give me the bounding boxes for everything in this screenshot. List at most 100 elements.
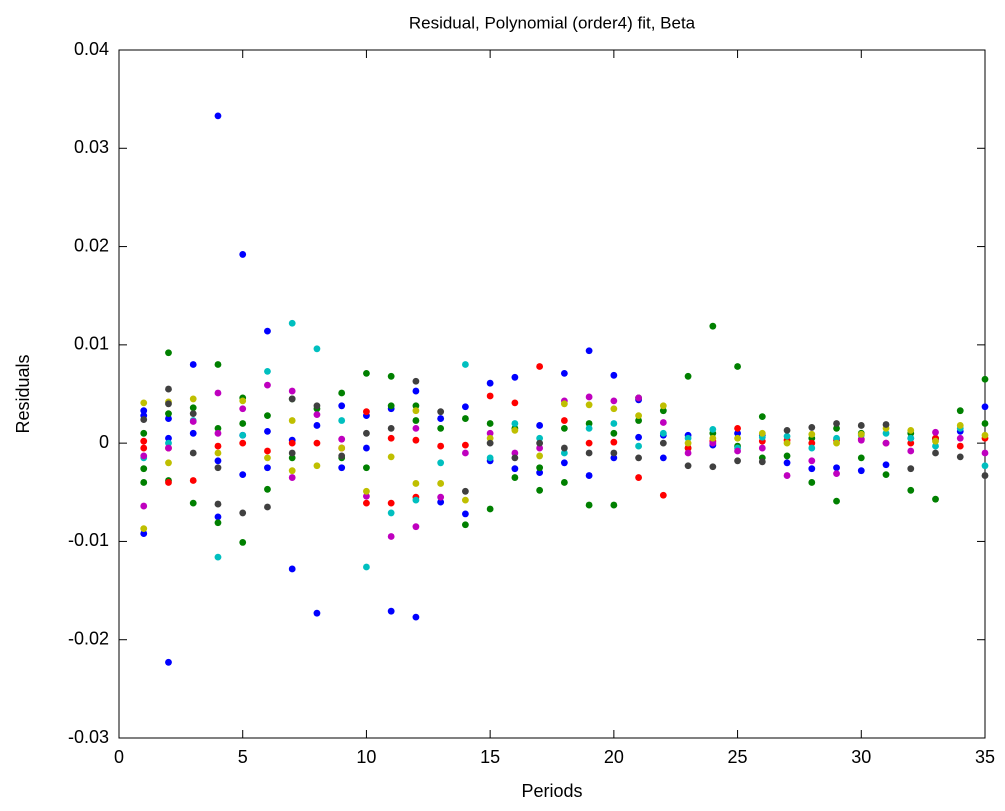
point	[288, 417, 296, 424]
point	[288, 387, 296, 395]
point	[264, 327, 271, 335]
point	[140, 407, 148, 415]
point	[932, 449, 939, 457]
point	[412, 480, 420, 487]
point	[239, 509, 247, 517]
point	[387, 607, 395, 615]
point	[610, 449, 618, 457]
point	[214, 429, 222, 437]
point	[214, 519, 222, 527]
point	[560, 449, 568, 457]
point	[956, 434, 964, 442]
x-tick-label: 10	[356, 747, 376, 767]
point	[239, 420, 247, 427]
point	[833, 470, 840, 478]
point	[387, 434, 395, 442]
point	[536, 363, 544, 370]
point	[165, 400, 172, 408]
point	[907, 434, 915, 442]
point	[585, 347, 593, 355]
point	[437, 425, 445, 432]
point	[684, 439, 692, 447]
point	[189, 449, 197, 457]
point	[165, 658, 172, 666]
point	[808, 479, 816, 486]
point	[907, 486, 915, 494]
point	[560, 479, 568, 486]
point	[981, 403, 989, 411]
point	[857, 430, 865, 438]
point	[313, 422, 321, 429]
point	[659, 402, 667, 410]
point	[313, 402, 321, 410]
point	[511, 373, 519, 381]
point	[239, 431, 247, 439]
point	[462, 496, 469, 504]
point	[412, 377, 420, 385]
point	[907, 439, 915, 447]
point	[981, 462, 989, 470]
point	[734, 434, 741, 442]
point	[585, 401, 593, 409]
point	[387, 499, 395, 507]
point	[536, 439, 544, 447]
point	[437, 415, 445, 422]
point	[486, 439, 494, 447]
point	[783, 432, 791, 440]
point	[165, 349, 172, 357]
point	[363, 444, 370, 452]
point	[610, 420, 618, 427]
point	[189, 477, 197, 484]
point	[635, 417, 642, 424]
point	[140, 465, 148, 473]
point	[560, 400, 568, 408]
point	[387, 425, 395, 432]
point	[560, 417, 568, 424]
point	[165, 415, 172, 422]
point	[264, 427, 271, 435]
point	[511, 465, 519, 473]
point	[462, 449, 469, 457]
point	[288, 395, 296, 403]
point	[239, 251, 247, 258]
point	[684, 449, 692, 457]
point	[981, 375, 989, 383]
point	[783, 472, 791, 479]
point	[214, 361, 222, 368]
point	[536, 444, 544, 452]
point	[585, 472, 593, 479]
point	[981, 472, 989, 479]
point	[833, 497, 840, 505]
point	[857, 436, 865, 444]
point	[659, 439, 667, 447]
point	[214, 389, 222, 397]
y-tick-label: 0.03	[74, 137, 109, 157]
point	[189, 418, 197, 425]
point	[363, 369, 370, 377]
point	[140, 444, 148, 452]
point	[585, 420, 593, 427]
point	[412, 417, 420, 424]
point	[264, 485, 271, 493]
point	[684, 444, 692, 452]
point	[659, 407, 667, 415]
point	[239, 439, 247, 447]
point	[808, 430, 816, 438]
point	[338, 464, 346, 472]
point	[313, 609, 321, 617]
point	[486, 379, 494, 387]
point	[462, 403, 469, 411]
point	[956, 453, 964, 461]
point	[437, 408, 445, 416]
point	[264, 454, 271, 462]
point	[462, 415, 469, 422]
point	[808, 444, 816, 452]
point	[338, 435, 346, 443]
y-tick-label: 0	[99, 432, 109, 452]
point	[387, 453, 395, 461]
point	[189, 395, 197, 403]
point	[462, 441, 469, 449]
point	[635, 394, 642, 402]
point	[560, 369, 568, 377]
